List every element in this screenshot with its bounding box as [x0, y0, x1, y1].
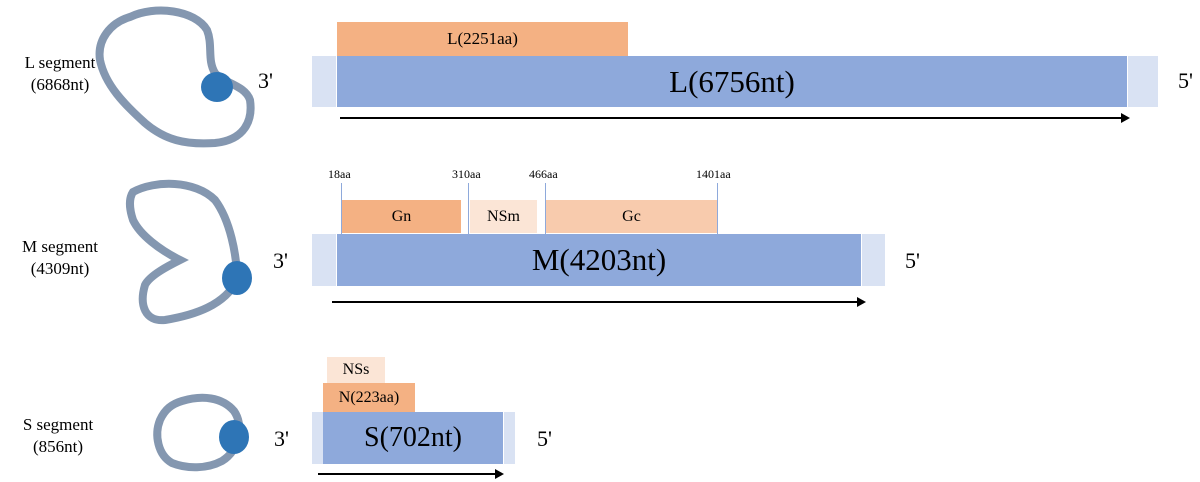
- m-segment-loop-icon: [126, 179, 252, 325]
- m-cds-bar: M(4203nt): [337, 234, 861, 286]
- l-protein-box: L(2251aa): [337, 22, 628, 56]
- l-protein-label: L(2251aa): [447, 29, 518, 48]
- s-cds-label: S(702nt): [364, 422, 462, 453]
- m-segment-label: M segment (4309nt): [0, 236, 120, 280]
- m-gn-label: Gn: [391, 207, 412, 225]
- m-tick-line: [545, 183, 546, 234]
- s-nss-box: NSs: [327, 357, 385, 383]
- m-3utr: [312, 234, 336, 286]
- s-three-prime-label: 3': [274, 426, 289, 451]
- l-three-prime-label: 3': [258, 68, 273, 93]
- m-tick-line: [717, 183, 718, 234]
- m-segment-length: (4309nt): [30, 259, 90, 278]
- m-gn-box: Gn: [342, 200, 461, 233]
- m-cds-label: M(4203nt): [531, 242, 667, 277]
- l-five-prime-label: 5': [1178, 68, 1193, 93]
- m-tick-line: [341, 183, 342, 234]
- s-five-prime-label: 5': [537, 426, 552, 451]
- l-cds-bar: L(6756nt): [337, 56, 1127, 107]
- l-3utr: [312, 56, 336, 107]
- s-direction-arrow-icon: [318, 469, 504, 479]
- m-gc-label: Gc: [622, 207, 641, 225]
- m-tick-18aa: 18aa: [328, 167, 351, 181]
- m-direction-arrow-icon: [332, 297, 866, 307]
- s-n-box: N(223aa): [323, 383, 415, 412]
- s-3utr: [312, 412, 323, 464]
- s-5utr: [504, 412, 515, 464]
- m-gc-box: Gc: [546, 200, 717, 233]
- m-nsm-label: NSm: [487, 207, 520, 225]
- l-segment-label: L segment (6868nt): [0, 52, 120, 96]
- l-5utr: [1128, 56, 1158, 107]
- m-three-prime-label: 3': [273, 248, 288, 273]
- m-five-prime-label: 5': [905, 248, 920, 273]
- m-segment-name: M segment: [21, 237, 99, 256]
- l-direction-arrow-icon: [340, 113, 1130, 123]
- l-cds-label: L(6756nt): [669, 63, 795, 99]
- s-n-label: N(223aa): [338, 388, 400, 406]
- s-segment-loop-icon: [153, 393, 249, 472]
- s-nss-label: NSs: [342, 361, 370, 378]
- s-segment-length: (856nt): [32, 437, 84, 456]
- l-segment-name: L segment: [24, 53, 96, 72]
- m-5utr: [862, 234, 885, 286]
- m-tick-line: [468, 183, 469, 234]
- s-cds-bar: S(702nt): [323, 412, 503, 464]
- l-segment-length: (6868nt): [30, 75, 90, 94]
- l-segment-loop-icon: [95, 6, 255, 148]
- s-segment-label: S segment (856nt): [0, 414, 118, 458]
- m-nsm-box: NSm: [470, 200, 537, 233]
- m-tick-310aa: 310aa: [452, 167, 481, 181]
- s-segment-name: S segment: [22, 415, 94, 434]
- m-tick-466aa: 466aa: [529, 167, 558, 181]
- m-tick-1401aa: 1401aa: [696, 167, 731, 181]
